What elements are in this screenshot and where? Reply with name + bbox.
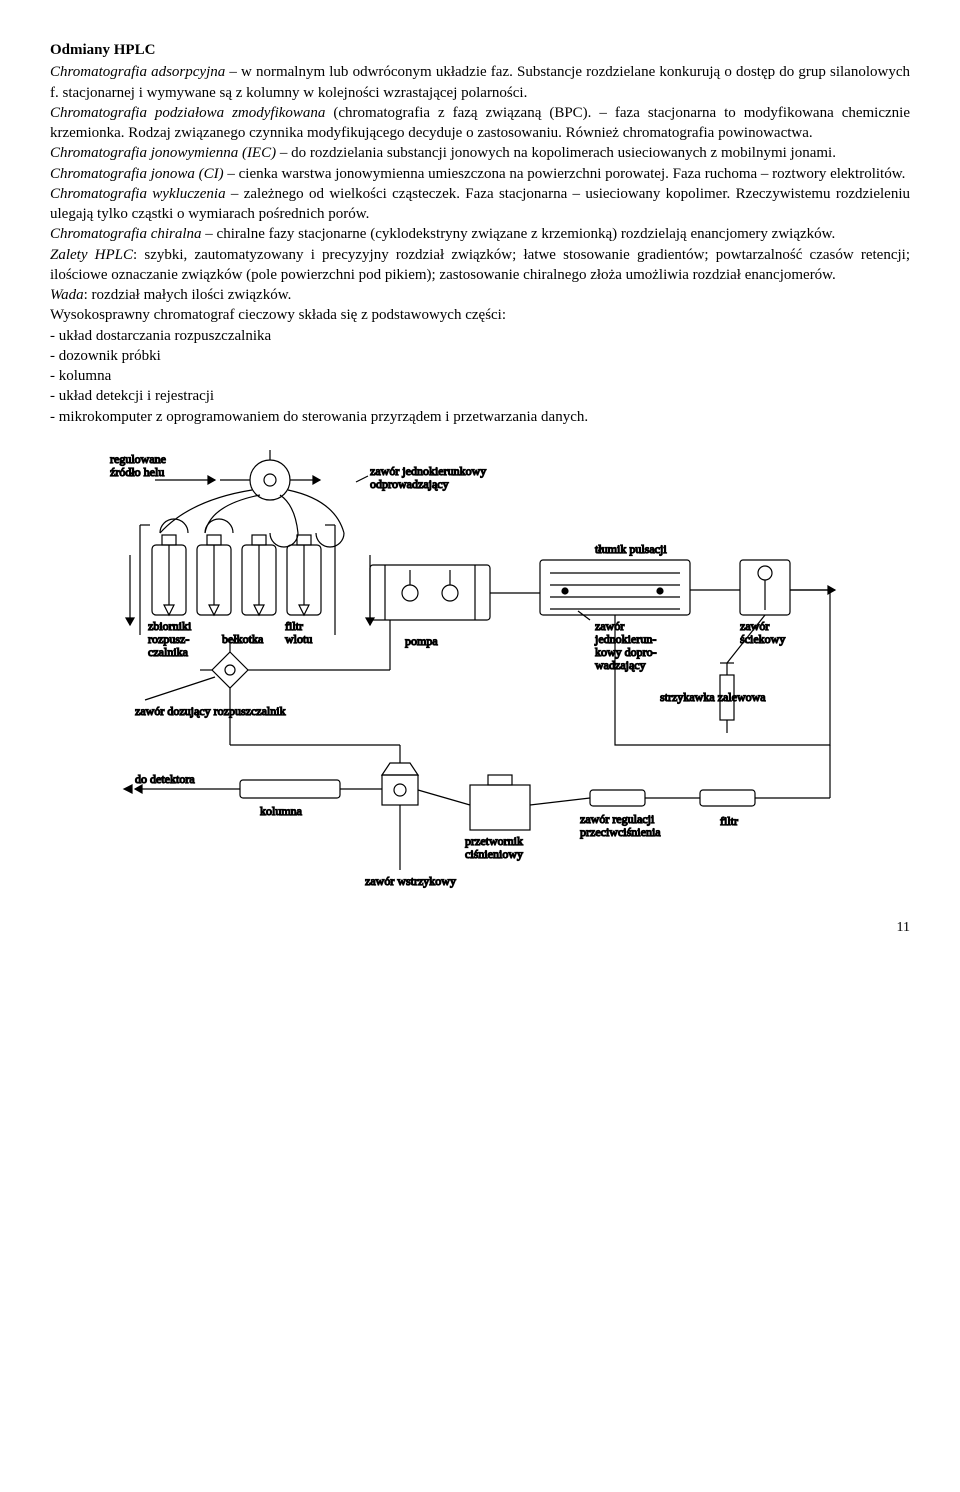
term-zalety: Zalety HPLC (50, 247, 133, 263)
label-belkotka: bełkotka (222, 632, 264, 646)
label-valve-in: zawórjednokierun-kowy dopro-wadzający (594, 619, 657, 672)
text-zalety: : szybki, zautomatyzowany i precyzyjny r… (50, 247, 910, 283)
label-filtr-wlotu: filtrwlotu (285, 619, 312, 646)
label-helium: regulowaneźródło helu (110, 452, 166, 479)
term-chiralna: Chromatografia chiralna (50, 226, 202, 242)
label-valve-out: zawór jednokierunkowyodprowadzający (370, 464, 486, 491)
para-podzialowa: Chromatografia podziałowa zmodyfikowana … (50, 103, 910, 144)
term-podzialowa: Chromatografia podziałowa zmodyfikowana (50, 105, 325, 121)
hplc-diagram: regulowaneźródło helu zawór jednokierunk… (50, 445, 910, 905)
term-ci: Chromatografia jonowa (CI) (50, 166, 224, 182)
page-number: 11 (50, 919, 910, 938)
text-chiralna: – chiralne fazy stacjonarne (cyklodekstr… (202, 226, 836, 242)
text-iec: – do rozdzielania substancji jonowych na… (276, 145, 836, 161)
para-sklad: Wysokosprawny chromatograf cieczowy skła… (50, 305, 910, 325)
label-valve-solvent: zawór dozujący rozpuszczalnik (135, 704, 286, 718)
hplc-svg: regulowaneźródło helu zawór jednokierunk… (100, 445, 860, 905)
para-iec: Chromatografia jonowymienna (IEC) – do r… (50, 143, 910, 163)
heading: Odmiany HPLC (50, 40, 910, 60)
list-item-4: - układ detekcji i rejestracji (50, 386, 910, 406)
label-pompa: pompa (405, 634, 438, 648)
label-filtr: filtr (720, 814, 738, 828)
label-detektor: do detektora (135, 772, 195, 786)
para-chiralna: Chromatografia chiralna – chiralne fazy … (50, 224, 910, 244)
para-wada: Wada: rozdział małych ilości związków. (50, 285, 910, 305)
bottles (152, 535, 321, 615)
list-item-1: - układ dostarczania rozpuszczalnika (50, 326, 910, 346)
label-regulacji: zawór regulacjiprzeciwciśnienia (580, 812, 661, 839)
term-wykluczenia: Chromatografia wykluczenia (50, 186, 226, 202)
term-adsorpcyjna: Chromatografia adsorpcyjna (50, 64, 225, 80)
label-tlumik: tłumik pulsacji (595, 542, 667, 556)
term-iec: Chromatografia jonowymienna (IEC) (50, 145, 276, 161)
label-kolumna: kolumna (260, 804, 303, 818)
para-ci: Chromatografia jonowa (CI) – cienka wars… (50, 164, 910, 184)
list-item-5: - mikrokomputer z oprogramowaniem do ste… (50, 407, 910, 427)
text-ci: – cienka warstwa jonowymienna umieszczon… (224, 166, 906, 182)
term-wada: Wada (50, 287, 84, 303)
label-przetwornik: przetwornikciśnieniowy (465, 834, 523, 861)
para-zalety: Zalety HPLC: szybki, zautomatyzowany i p… (50, 245, 910, 286)
para-adsorpcyjna: Chromatografia adsorpcyjna – w normalnym… (50, 62, 910, 103)
list-item-3: - kolumna (50, 366, 910, 386)
list-item-2: - dozownik próbki (50, 346, 910, 366)
text-wada: : rozdział małych ilości związków. (84, 287, 292, 303)
label-sciekowy: zawórściekowy (740, 619, 785, 646)
label-wstrzykowy: zawór wstrzykowy (365, 874, 456, 888)
label-zbiorniki: zbiornikirozpusz-czalnika (148, 619, 192, 659)
para-wykluczenia: Chromatografia wykluczenia – zależnego o… (50, 184, 910, 225)
label-strzykawka: strzykawka zalewowa (660, 690, 766, 704)
